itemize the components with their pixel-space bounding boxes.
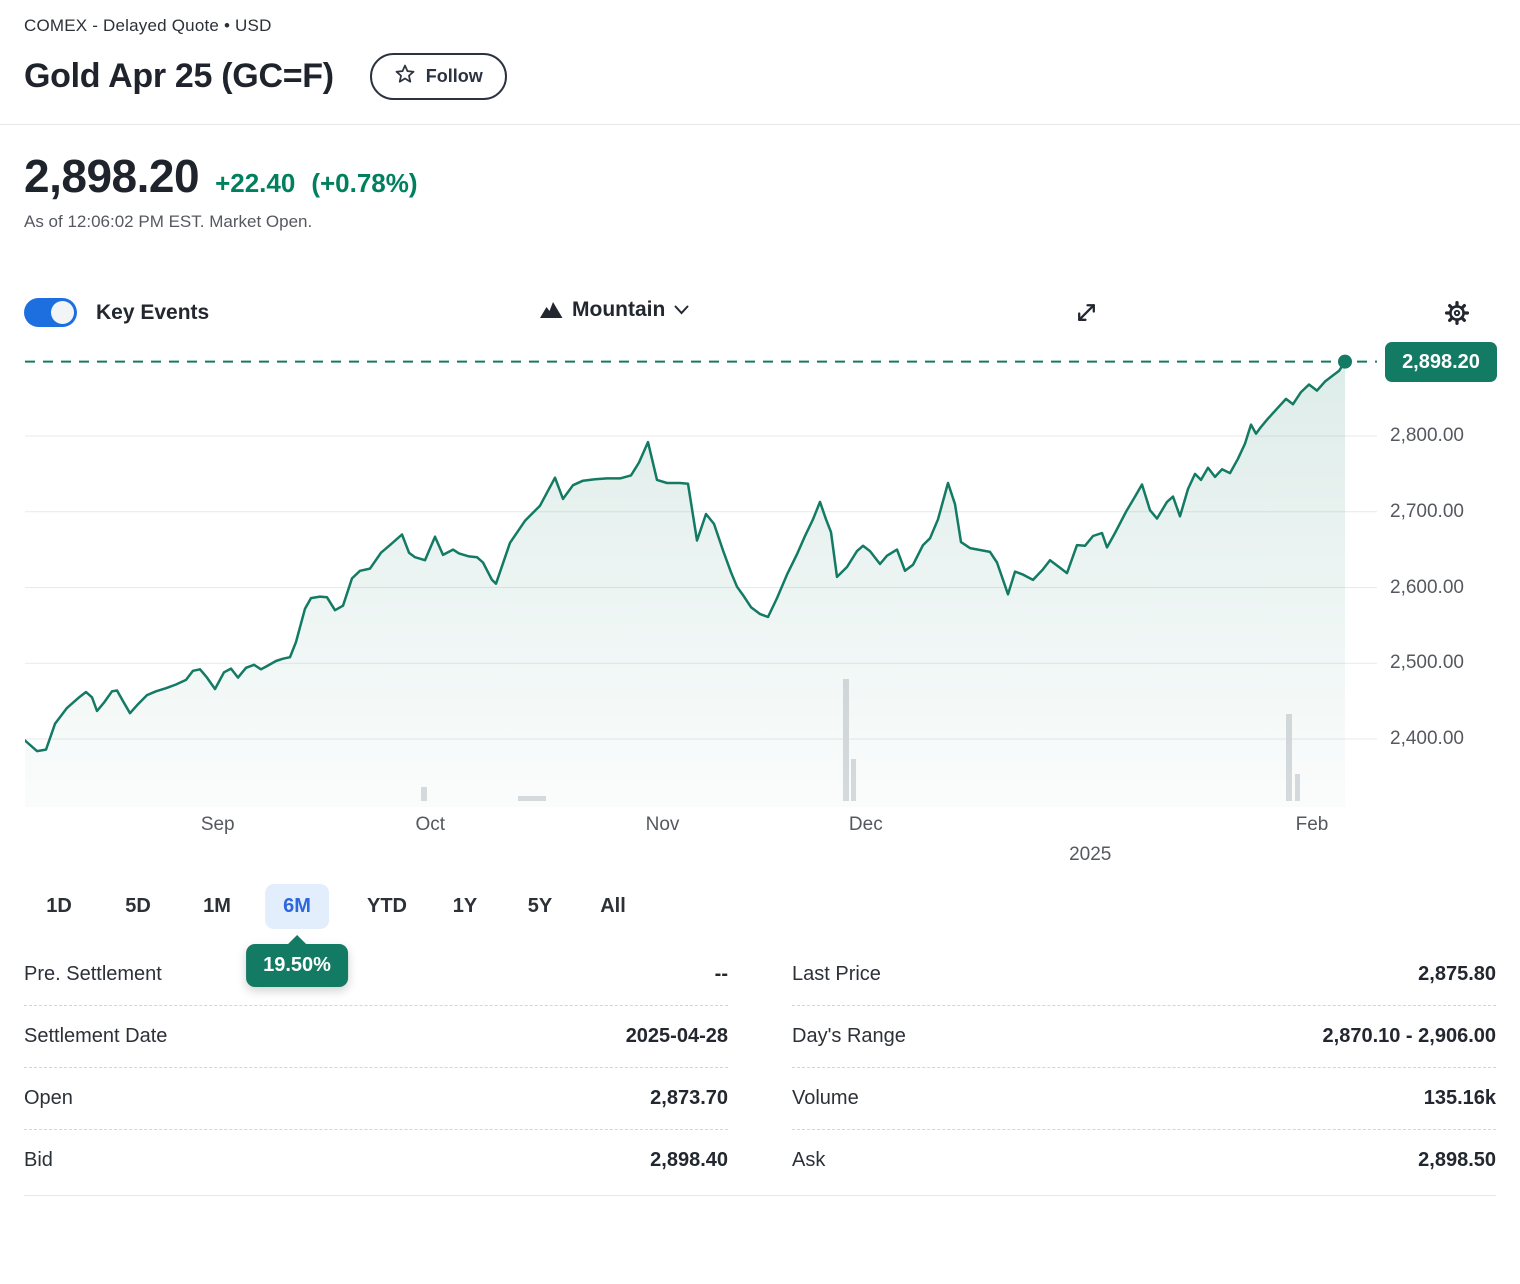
y-axis-label: 2,800.00 (1390, 425, 1464, 446)
stat-row: Open 2,873.70 (24, 1068, 728, 1130)
chart-toolbar: Key Events Mountain (24, 296, 1496, 336)
stat-row: Settlement Date 2025-04-28 (24, 1006, 728, 1068)
y-axis-label: 2,700.00 (1390, 500, 1464, 522)
stat-label: Volume (792, 1087, 859, 1109)
as-of-text: As of 12:06:02 PM EST. Market Open. (24, 212, 313, 231)
follow-label: Follow (425, 65, 483, 86)
exchange-line: COMEX - Delayed Quote • USD (24, 16, 272, 35)
expand-icon (1074, 304, 1099, 328)
stat-value: 2,898.50 (1418, 1149, 1496, 1171)
stat-value: 2,870.10 - 2,906.00 (1322, 1025, 1496, 1047)
stat-value: 2,875.80 (1418, 963, 1496, 985)
price-row: 2,898.20 +22.40 (+0.78%) (24, 149, 1496, 203)
mountain-chart-plot[interactable] (25, 352, 1377, 807)
stat-row: Last Price 2,875.80 (792, 944, 1496, 1006)
price-chart[interactable]: 2,898.20 2,800.00 2,700.00 2,600.00 2,500.0… (24, 336, 1497, 866)
stats-right-column: Last Price 2,875.80 Day's Range 2,870.10 - … (792, 944, 1496, 1191)
quote-statistics: Pre. Settlement -- Settlement Date 2025-04-… (24, 944, 1496, 1196)
title-row: Gold Apr 25 (GC=F) Follow (24, 52, 1496, 100)
time-range-bar: 19.50% 1D 5D 1M 6M YTD 1Y 5Y All (24, 884, 1496, 987)
range-button-6m[interactable]: 6M (265, 884, 329, 929)
chart-type-label: Mountain (572, 298, 666, 321)
range-button-ytd[interactable]: YTD (349, 884, 425, 929)
gear-icon (1444, 300, 1470, 329)
fullscreen-button[interactable] (1070, 296, 1103, 332)
stat-label: Settlement Date (24, 1025, 168, 1047)
chevron-down-icon (674, 305, 689, 315)
range-button-5y[interactable]: 5Y (510, 884, 570, 929)
stat-row: Bid 2,898.40 (24, 1130, 728, 1191)
x-axis-label: Feb (1295, 814, 1329, 835)
range-button-all[interactable]: All (582, 884, 644, 929)
range-button-5d[interactable]: 5D (107, 884, 169, 929)
toggle-knob (51, 301, 74, 324)
last-price-badge: 2,898.20 (1385, 342, 1497, 382)
price-area-fill (25, 361, 1345, 807)
stat-value: 2,873.70 (650, 1087, 728, 1109)
follow-button[interactable]: Follow (369, 52, 507, 100)
stat-row: Day's Range 2,870.10 - 2,906.00 (792, 1006, 1496, 1068)
mountain-icon (540, 301, 563, 319)
y-axis-label: 2,400.00 (1390, 728, 1464, 749)
x-axis-label: Oct (415, 814, 446, 835)
stat-row: Pre. Settlement -- (24, 944, 728, 1006)
key-events-toggle[interactable] (24, 298, 77, 327)
range-performance-tooltip: 19.50% (246, 944, 348, 987)
last-price-dot (1338, 354, 1352, 369)
stat-value: 135.16k (1423, 1087, 1496, 1109)
stat-value: -- (714, 963, 728, 985)
price-change: +22.40 (215, 168, 296, 198)
key-events-label: Key Events (96, 300, 210, 324)
stat-label: Open (24, 1087, 73, 1109)
header-divider (0, 124, 1520, 125)
stat-label: Ask (792, 1149, 826, 1171)
chart-type-selector[interactable]: Mountain (540, 298, 689, 322)
stat-value: 2,898.40 (650, 1149, 728, 1171)
key-events-control: Key Events (24, 298, 209, 327)
chart-settings-button[interactable] (1440, 296, 1474, 333)
stat-label: Last Price (792, 963, 881, 985)
x-axis-label: Dec (848, 814, 883, 835)
range-button-1y[interactable]: 1Y (435, 884, 495, 929)
range-button-1d[interactable]: 1D (28, 884, 90, 929)
y-axis-label: 2,500.00 (1390, 652, 1464, 674)
stat-value: 2025-04-28 (625, 1025, 728, 1047)
range-button-1m[interactable]: 1M (185, 884, 249, 929)
price-change-percent: (+0.78%) (311, 168, 418, 198)
x-axis-label: Nov (645, 814, 680, 835)
x-axis-label: 2025 (1069, 844, 1112, 865)
y-axis-label: 2,600.00 (1390, 576, 1464, 598)
star-icon (394, 63, 416, 90)
current-price: 2,898.20 (24, 150, 200, 202)
stat-label: Pre. Settlement (24, 963, 162, 985)
stat-row: Volume 135.16k (792, 1068, 1496, 1130)
x-axis-label: Sep (200, 814, 235, 835)
stat-label: Bid (24, 1149, 53, 1171)
stat-row: Ask 2,898.50 (792, 1130, 1496, 1191)
stat-label: Day's Range (792, 1025, 906, 1047)
page-title: Gold Apr 25 (GC=F) (24, 56, 334, 95)
stats-left-column: Pre. Settlement -- Settlement Date 2025-04-… (24, 944, 728, 1191)
price-line (25, 360, 1347, 753)
